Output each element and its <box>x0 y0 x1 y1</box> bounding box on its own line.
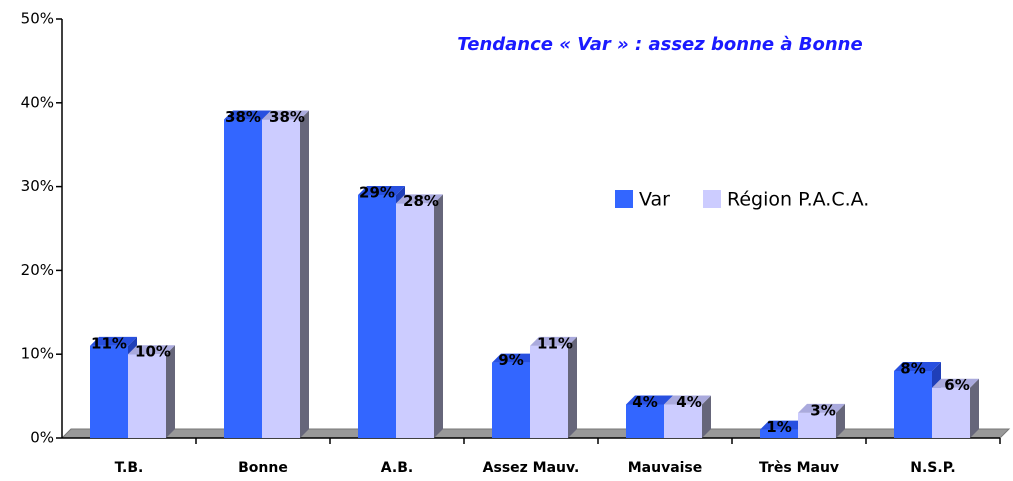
bar-front <box>932 387 970 438</box>
value-label: 8% <box>900 359 925 377</box>
value-label: 28% <box>403 192 439 210</box>
value-label: 11% <box>537 334 573 352</box>
bar <box>626 395 673 438</box>
legend-swatch <box>703 190 721 208</box>
x-tick-label: Assez Mauv. <box>483 460 580 476</box>
bar-top <box>664 395 711 405</box>
bar-side <box>836 403 845 438</box>
bar-top <box>760 420 807 430</box>
bar-side <box>166 345 175 438</box>
bar-top <box>358 185 405 195</box>
bar-top <box>932 378 979 388</box>
bar <box>530 336 577 438</box>
bar-top <box>626 395 673 405</box>
x-tick-label: Bonne <box>238 460 288 476</box>
bar <box>262 110 309 438</box>
bar-top <box>224 110 271 120</box>
y-tick-label: 0% <box>30 429 54 447</box>
x-tick-label: Très Mauv <box>759 460 839 476</box>
bar-side <box>434 194 443 438</box>
bar-front <box>492 362 530 438</box>
value-label: 38% <box>225 108 261 126</box>
bar-side <box>300 110 309 438</box>
bar-front <box>798 412 836 438</box>
bar <box>128 345 175 438</box>
bar-top <box>894 361 941 371</box>
bar-front <box>894 370 932 438</box>
bar-top <box>798 403 845 413</box>
legend-label: Var <box>639 189 670 211</box>
bar-side <box>970 378 979 438</box>
bar-top <box>492 353 539 363</box>
bar <box>932 378 979 438</box>
value-label: 4% <box>676 393 701 411</box>
bar-side <box>702 395 711 438</box>
bar-front <box>530 345 568 438</box>
bar-front <box>358 194 396 438</box>
bar <box>396 194 443 438</box>
bar <box>664 395 711 438</box>
bar-front <box>224 119 262 438</box>
value-label: 11% <box>91 334 127 352</box>
x-tick-label: T.B. <box>115 460 144 476</box>
bar-front <box>396 203 434 438</box>
value-label: 6% <box>944 376 969 394</box>
y-tick-label: 30% <box>21 177 54 195</box>
bar-top <box>128 345 175 355</box>
bar-front <box>90 345 128 438</box>
value-label: 10% <box>135 343 171 361</box>
value-label: 9% <box>498 351 523 369</box>
bar <box>798 403 845 438</box>
bar-front <box>664 404 702 438</box>
bar-top <box>262 110 309 120</box>
y-tick-label: 20% <box>21 261 54 279</box>
bar-front <box>262 119 300 438</box>
y-tick-label: 40% <box>21 93 54 111</box>
value-label: 1% <box>766 418 791 436</box>
bar-front <box>626 404 664 438</box>
bar-top <box>530 336 577 346</box>
value-label: 38% <box>269 108 305 126</box>
y-tick-label: 50% <box>21 10 54 28</box>
y-tick-label: 10% <box>21 345 54 363</box>
value-label: 3% <box>810 401 835 419</box>
x-tick-label: N.S.P. <box>910 460 955 476</box>
value-label: 4% <box>632 393 657 411</box>
x-tick-label: Mauvaise <box>628 460 703 476</box>
value-label: 29% <box>359 183 395 201</box>
bar-top <box>396 194 443 204</box>
bar-top <box>90 336 137 346</box>
legend-label: Région P.A.C.A. <box>727 189 869 211</box>
legend-swatch <box>615 190 633 208</box>
bar-front <box>760 429 798 438</box>
chart-title: Tendance « Var » : assez bonne à Bonne <box>457 34 862 55</box>
x-tick-label: A.B. <box>381 460 413 476</box>
bar-front <box>128 354 166 438</box>
bar-side <box>568 336 577 438</box>
